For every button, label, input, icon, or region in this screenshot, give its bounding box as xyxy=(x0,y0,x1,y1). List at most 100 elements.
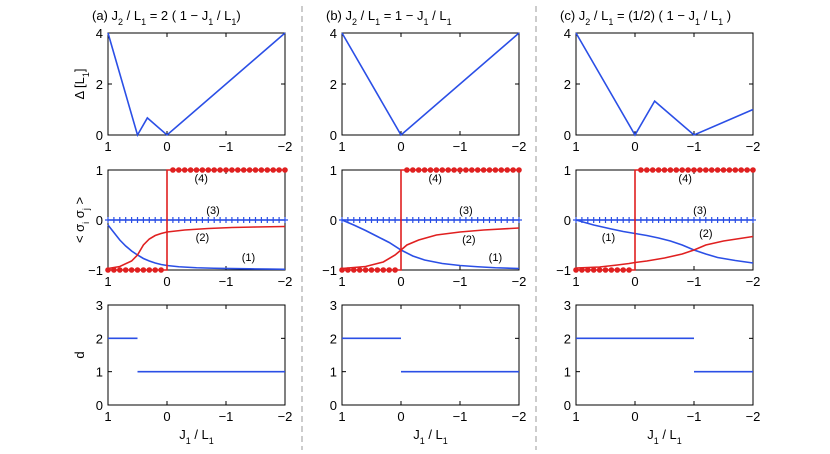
data-point xyxy=(620,217,627,223)
data-point xyxy=(744,217,751,223)
x-tick-label: −2 xyxy=(278,409,293,424)
data-point xyxy=(362,217,369,223)
data-point xyxy=(427,217,434,223)
data-point xyxy=(638,167,644,173)
data-point xyxy=(462,217,469,223)
axes-frame xyxy=(107,304,286,406)
series-annotation: (3) xyxy=(206,205,219,217)
series-line xyxy=(575,219,754,264)
data-point xyxy=(415,167,422,173)
data-point xyxy=(486,167,493,173)
data-point xyxy=(252,217,259,223)
data-point xyxy=(128,267,135,273)
data-point xyxy=(691,217,697,223)
data-point xyxy=(468,217,475,223)
data-point xyxy=(403,217,410,223)
data-point xyxy=(110,217,117,223)
data-point xyxy=(573,217,579,223)
y-tick-label: 0 xyxy=(96,398,103,413)
data-point xyxy=(578,217,585,223)
data-point xyxy=(626,267,632,273)
data-point xyxy=(152,217,159,223)
data-point xyxy=(720,167,727,173)
data-point xyxy=(170,167,176,173)
series-line xyxy=(341,227,520,270)
data-point xyxy=(105,217,111,223)
data-point xyxy=(738,217,745,223)
y-tick-label: 0 xyxy=(96,213,103,228)
data-point xyxy=(187,167,194,173)
data-point xyxy=(386,267,393,273)
data-point xyxy=(673,217,680,223)
data-point xyxy=(661,217,668,223)
x-tick-label: −1 xyxy=(453,409,468,424)
x-tick-label: −2 xyxy=(278,139,293,154)
x-tick-label: 1 xyxy=(338,409,345,424)
data-point xyxy=(585,267,591,273)
axes-frame xyxy=(107,32,286,136)
data-point xyxy=(590,217,597,223)
x-tick-label: −1 xyxy=(687,409,702,424)
data-point xyxy=(181,217,188,223)
data-point xyxy=(169,217,176,223)
data-point xyxy=(223,167,229,173)
series-line xyxy=(107,224,286,271)
x-tick-label: −2 xyxy=(278,274,293,289)
data-point xyxy=(750,217,756,223)
data-point xyxy=(744,167,750,173)
data-point xyxy=(240,217,247,223)
axes-frame xyxy=(575,32,754,136)
data-point xyxy=(235,167,241,173)
y-tick-label: 4 xyxy=(564,26,571,41)
series-annotation: (4) xyxy=(428,173,441,185)
data-point xyxy=(246,217,253,223)
y-tick-label: 0 xyxy=(564,398,571,413)
data-point xyxy=(122,267,129,273)
data-point xyxy=(510,167,516,173)
x-tick-label: 0 xyxy=(397,274,404,289)
x-tick-label: −1 xyxy=(219,409,234,424)
x-tick-label: −2 xyxy=(746,274,761,289)
data-point xyxy=(679,217,686,223)
data-point xyxy=(498,217,505,223)
y-axis-label: d xyxy=(72,351,87,358)
y-tick-label: 3 xyxy=(330,298,337,313)
data-point xyxy=(339,217,345,223)
x-tick-label: 1 xyxy=(338,139,345,154)
y-tick-label: 0 xyxy=(564,128,571,143)
y-tick-label: 3 xyxy=(564,298,571,313)
data-point xyxy=(655,217,662,223)
data-point xyxy=(614,267,621,273)
data-point xyxy=(175,217,182,223)
x-tick-label: 0 xyxy=(631,139,638,154)
data-point xyxy=(708,217,715,223)
data-point xyxy=(252,167,259,173)
data-point xyxy=(469,167,475,173)
series-annotation: (2) xyxy=(196,232,209,244)
y-tick-label: 3 xyxy=(96,298,103,313)
data-point xyxy=(474,217,481,223)
y-tick-label: −1 xyxy=(556,263,571,278)
series-line xyxy=(341,219,520,270)
data-point xyxy=(276,217,283,223)
x-tick-label: −2 xyxy=(746,139,761,154)
data-point xyxy=(637,217,644,223)
y-tick-label: 2 xyxy=(330,331,337,346)
data-point xyxy=(573,267,579,273)
data-point xyxy=(368,217,375,223)
data-point xyxy=(392,267,398,273)
y-tick-label: 0 xyxy=(330,398,337,413)
x-tick-label: 1 xyxy=(572,274,579,289)
panel-title: (b) J2 / L1 = 1 − J1 / L1 xyxy=(326,8,452,27)
data-point xyxy=(457,167,463,173)
data-point xyxy=(445,167,452,173)
data-point xyxy=(205,167,212,173)
y-tick-label: 1 xyxy=(564,365,571,380)
data-point xyxy=(685,167,691,173)
x-axis-label: J1 / L1 xyxy=(413,427,448,446)
y-tick-label: −1 xyxy=(88,263,103,278)
data-point xyxy=(614,217,621,223)
series-line xyxy=(575,235,754,269)
data-point xyxy=(217,217,224,223)
data-point xyxy=(176,167,182,173)
